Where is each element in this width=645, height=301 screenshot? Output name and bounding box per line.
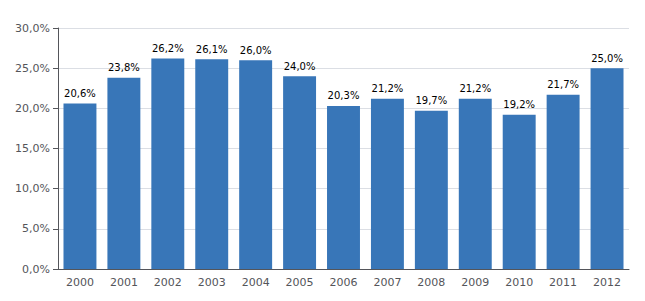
svg-text:2009: 2009	[461, 276, 489, 289]
svg-text:2002: 2002	[154, 276, 182, 289]
svg-text:26,0%: 26,0%	[240, 45, 272, 56]
svg-text:2007: 2007	[373, 276, 401, 289]
svg-text:15,0%: 15,0%	[15, 142, 50, 155]
svg-text:23,8%: 23,8%	[108, 62, 140, 73]
svg-text:26,2%: 26,2%	[152, 43, 184, 54]
svg-text:25,0%: 25,0%	[15, 62, 50, 75]
svg-text:2012: 2012	[593, 276, 621, 289]
svg-text:2006: 2006	[330, 276, 358, 289]
svg-text:21,2%: 21,2%	[459, 83, 491, 94]
svg-text:2010: 2010	[505, 276, 533, 289]
svg-text:21,7%: 21,7%	[547, 79, 579, 90]
svg-text:2000: 2000	[66, 276, 94, 289]
svg-text:30,0%: 30,0%	[15, 22, 50, 35]
svg-text:2011: 2011	[549, 276, 577, 289]
svg-text:21,2%: 21,2%	[372, 83, 404, 94]
svg-text:24,0%: 24,0%	[284, 61, 316, 72]
svg-text:0,0%: 0,0%	[22, 263, 50, 276]
svg-text:2001: 2001	[110, 276, 138, 289]
svg-text:2003: 2003	[198, 276, 226, 289]
svg-text:20,0%: 20,0%	[15, 102, 50, 115]
svg-text:19,2%: 19,2%	[503, 99, 535, 110]
svg-text:19,7%: 19,7%	[415, 95, 447, 106]
svg-text:5,0%: 5,0%	[22, 222, 50, 235]
svg-text:20,3%: 20,3%	[328, 90, 360, 101]
svg-text:20,6%: 20,6%	[64, 88, 96, 99]
svg-text:25,0%: 25,0%	[591, 53, 623, 64]
svg-text:26,1%: 26,1%	[196, 44, 228, 55]
svg-text:2008: 2008	[417, 276, 445, 289]
svg-text:10,0%: 10,0%	[15, 182, 50, 195]
svg-text:2004: 2004	[242, 276, 270, 289]
svg-text:2005: 2005	[286, 276, 314, 289]
